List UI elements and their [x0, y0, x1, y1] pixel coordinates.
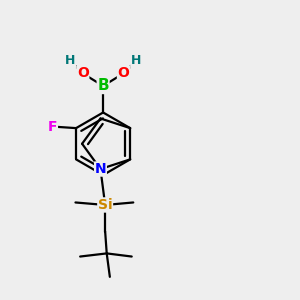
Text: H: H	[65, 54, 76, 68]
Text: B: B	[97, 78, 109, 93]
Text: F: F	[48, 120, 57, 134]
Text: N: N	[95, 162, 106, 176]
Text: Si: Si	[98, 198, 112, 212]
Text: O: O	[77, 66, 89, 80]
Text: H: H	[131, 54, 141, 68]
Text: O: O	[118, 66, 129, 80]
